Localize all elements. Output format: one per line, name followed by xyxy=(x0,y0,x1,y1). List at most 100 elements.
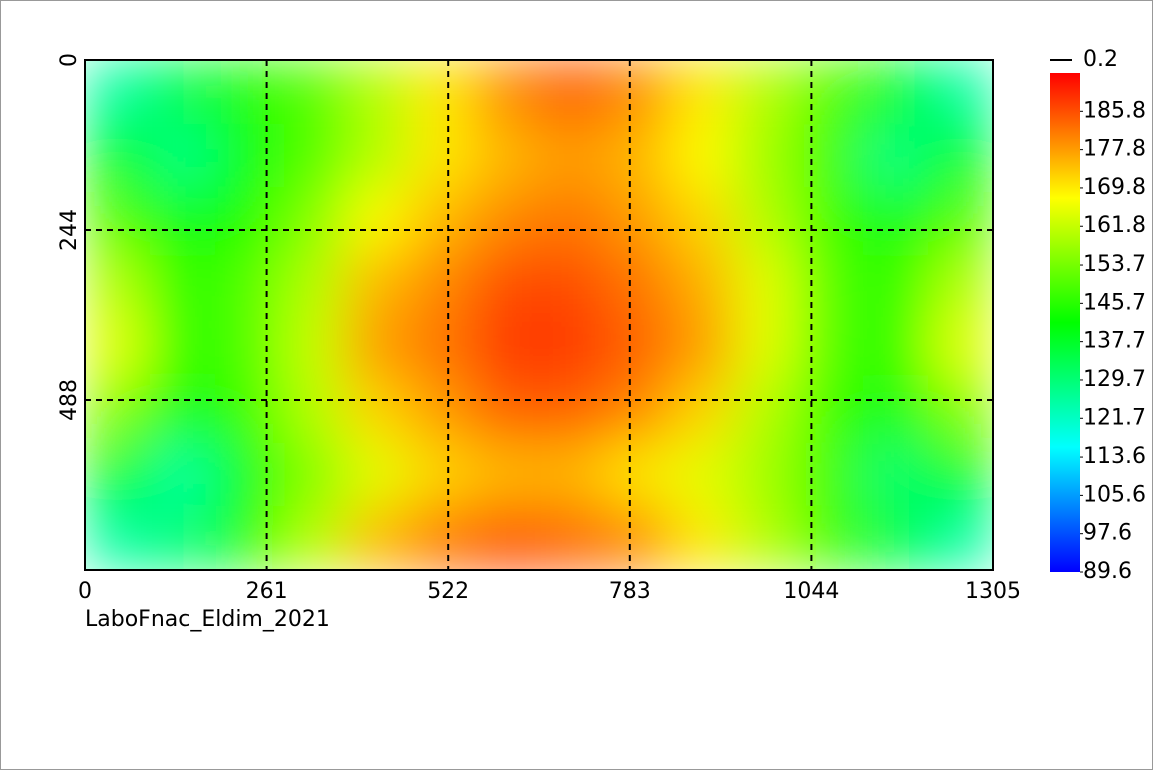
caption: LaboFnac_Eldim_2021 xyxy=(85,607,330,632)
heatmap-cell xyxy=(668,442,735,507)
heatmap-cell xyxy=(928,315,993,380)
heatmap-cell xyxy=(539,187,605,252)
heatmap-cell xyxy=(474,442,540,507)
heatmap-cell xyxy=(279,315,345,380)
heatmap-cell xyxy=(603,123,670,188)
colorbar-tick-label: 129.7 xyxy=(1083,367,1146,392)
x-tick-label: 522 xyxy=(427,579,469,604)
heatmap-cell xyxy=(85,187,151,252)
grid xyxy=(85,60,993,570)
colorbar xyxy=(1050,73,1080,572)
heatmap-cell xyxy=(214,442,281,507)
heatmap-cell xyxy=(409,60,475,125)
heatmap-cell xyxy=(539,378,605,443)
heatmap-cell xyxy=(279,506,345,570)
heatmap-cell xyxy=(149,60,216,125)
heatmap-cell xyxy=(409,187,475,252)
heatmap-cell xyxy=(85,251,151,316)
heatmap-cell xyxy=(344,123,410,188)
heatmap-cell xyxy=(409,123,475,188)
heatmap-cell xyxy=(279,378,345,443)
heatmap-cell xyxy=(214,378,281,443)
heatmap-cell xyxy=(863,187,929,252)
heatmap-cell xyxy=(474,315,540,380)
heatmap-cell xyxy=(539,123,605,188)
heatmap-cell xyxy=(928,187,993,252)
heatmap-cell xyxy=(214,123,281,188)
heatmap-cell xyxy=(863,60,929,125)
heatmap-cell xyxy=(149,123,216,188)
colorbar-tick-label: 121.7 xyxy=(1083,405,1146,430)
colorbar-tick-label: 177.8 xyxy=(1083,137,1146,162)
heatmap-cell xyxy=(214,506,281,570)
heatmap-cell xyxy=(798,60,864,125)
heatmap-cell xyxy=(149,187,216,252)
heatmap-cell xyxy=(603,442,670,507)
heatmap-cell xyxy=(733,123,799,188)
heatmap-cell xyxy=(668,506,735,570)
heatmap-cell xyxy=(798,123,864,188)
heatmap xyxy=(85,60,993,570)
heatmap-cell xyxy=(928,442,993,507)
heatmap-cell xyxy=(474,60,540,125)
heatmap-cell xyxy=(214,60,281,125)
heatmap-cell xyxy=(344,251,410,316)
heatmap-cell xyxy=(603,60,670,125)
heatmap-cell xyxy=(668,187,735,252)
heatmap-cell xyxy=(733,315,799,380)
heatmap-cell xyxy=(668,251,735,316)
heatmap-cell xyxy=(474,506,540,570)
heatmap-cell xyxy=(85,378,151,443)
heatmap-cell xyxy=(928,60,993,125)
colorbar-tick-label: 105.6 xyxy=(1083,482,1146,507)
heatmap-cell xyxy=(85,442,151,507)
heatmap-cell xyxy=(279,251,345,316)
heatmap-cell xyxy=(344,315,410,380)
heatmap-cell xyxy=(279,187,345,252)
heatmap-cell xyxy=(149,251,216,316)
heatmap-cell xyxy=(409,442,475,507)
heatmap-cell xyxy=(149,315,216,380)
heatmap-cell xyxy=(928,378,993,443)
heatmap-cell xyxy=(603,506,670,570)
heatmap-cell xyxy=(214,187,281,252)
heatmap-cell xyxy=(603,251,670,316)
heatmap-cell xyxy=(409,378,475,443)
heatmap-cell xyxy=(798,506,864,570)
heatmap-cell xyxy=(798,378,864,443)
colorbar-tick-label: 89.6 xyxy=(1083,559,1132,584)
heatmap-cell xyxy=(733,506,799,570)
heatmap-cell xyxy=(539,60,605,125)
heatmap-cell xyxy=(798,442,864,507)
heatmap-cell xyxy=(733,60,799,125)
colorbar-tick-label: 169.8 xyxy=(1083,175,1146,200)
heatmap-cell xyxy=(214,251,281,316)
heatmap-cell xyxy=(668,123,735,188)
heatmap-cell xyxy=(149,378,216,443)
heatmap-cell xyxy=(798,315,864,380)
heatmap-cell xyxy=(474,123,540,188)
heatmap-cell xyxy=(733,251,799,316)
heatmap-cell xyxy=(344,60,410,125)
heatmap-cell xyxy=(733,378,799,443)
heatmap-cell xyxy=(668,60,735,125)
heatmap-cell xyxy=(863,378,929,443)
heatmap-cell xyxy=(474,187,540,252)
heatmap-cell xyxy=(863,315,929,380)
heatmap-cell xyxy=(603,315,670,380)
colorbar-tick-label: 145.7 xyxy=(1083,290,1146,315)
heatmap-cell xyxy=(85,506,151,570)
heatmap-cell xyxy=(344,506,410,570)
heatmap-cell xyxy=(279,123,345,188)
heatmap-cell xyxy=(474,251,540,316)
heatmap-cell xyxy=(733,442,799,507)
x-tick-label: 1044 xyxy=(783,579,839,604)
contour-step: 0.2 xyxy=(1083,47,1118,72)
heatmap-cell xyxy=(539,442,605,507)
heatmap-cell xyxy=(539,251,605,316)
heatmap-cell xyxy=(409,506,475,570)
y-tick-label: 0 xyxy=(57,53,82,67)
colorbar-tick-label: 185.8 xyxy=(1083,98,1146,123)
heatmap-cell xyxy=(798,251,864,316)
